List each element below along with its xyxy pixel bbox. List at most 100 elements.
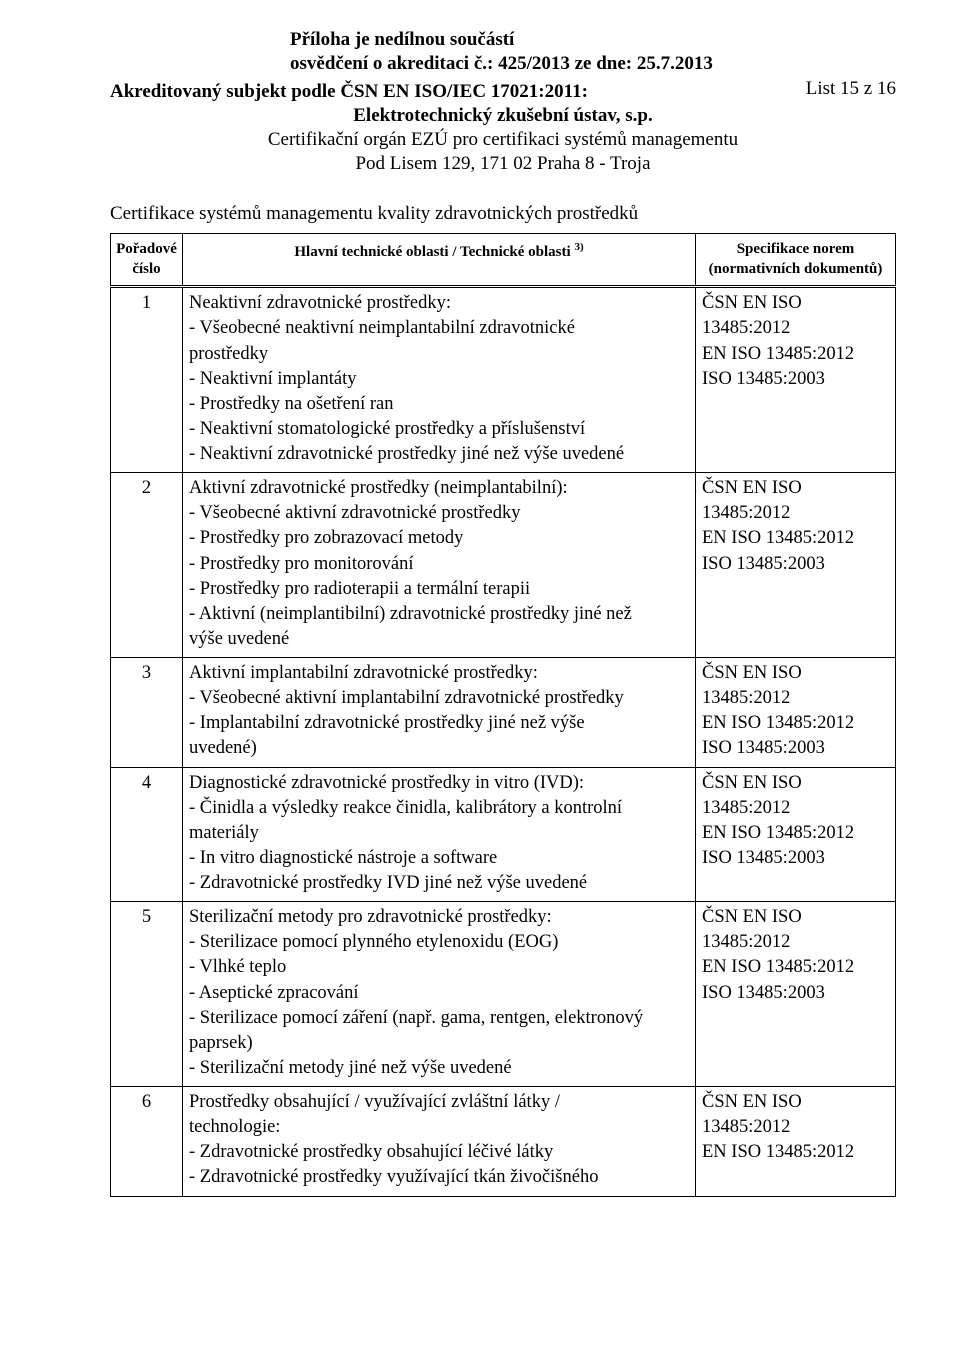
area-line: výše uvedené <box>189 628 689 651</box>
area-line: - Aktivní (neimplantibilní) zdravotnické… <box>189 603 689 626</box>
area-line: Aktivní zdravotnické prostředky (neimpla… <box>189 477 689 500</box>
spec-line: 13485:2012 <box>702 1116 889 1139</box>
cell-spec: ČSN EN ISO13485:2012 EN ISO 13485:2012ISO… <box>696 287 896 473</box>
spec-line: 13485:2012 <box>702 797 889 820</box>
area-line: - Činidla a výsledky reakce činidla, kal… <box>189 797 689 820</box>
subject-sub1: Certifikační orgán EZÚ pro certifikaci s… <box>110 129 896 151</box>
page: Příloha je nedílnou součástí osvědčení o… <box>0 0 960 1353</box>
area-line: technologie: <box>189 1116 689 1139</box>
spec-line: EN ISO 13485:2012 <box>702 1141 889 1164</box>
area-line: - Aseptické zpracování <box>189 982 689 1005</box>
area-line: - Zdravotnické prostředky obsahující léč… <box>189 1141 689 1164</box>
area-line: - Vlhké teplo <box>189 956 689 979</box>
area-line: - Prostředky pro radioterapii a termální… <box>189 578 689 601</box>
area-line: prostředky <box>189 343 689 366</box>
cell-number: 5 <box>111 902 183 1087</box>
cell-number: 3 <box>111 658 183 768</box>
spec-line: ISO 13485:2003 <box>702 847 889 870</box>
area-line: - Všeobecné neaktivní neimplantabilní zd… <box>189 317 689 340</box>
area-line: paprsek) <box>189 1032 689 1055</box>
area-line: - Prostředky pro zobrazovací metody <box>189 527 689 550</box>
spec-line: EN ISO 13485:2012 <box>702 956 889 979</box>
area-line: Prostředky obsahující / využívající zvlá… <box>189 1091 689 1114</box>
subject-name: Elektrotechnický zkušební ústav, s.p. <box>110 105 896 127</box>
header-block: Příloha je nedílnou součástí osvědčení o… <box>290 28 896 76</box>
area-line: Diagnostické zdravotnické prostředky in … <box>189 772 689 795</box>
spec-line: ČSN EN ISO <box>702 772 889 795</box>
subject-prefix: Akreditovaný subjekt podle ČSN EN ISO/IE… <box>110 80 896 104</box>
area-line: - Zdravotnické prostředky IVD jiné než v… <box>189 872 689 895</box>
area-line: materiály <box>189 822 689 845</box>
spec-line: ČSN EN ISO <box>702 292 889 315</box>
cell-number: 6 <box>111 1087 183 1197</box>
area-line: - Všeobecné aktivní zdravotnické prostře… <box>189 502 689 525</box>
area-line: - Implantabilní zdravotnické prostředky … <box>189 712 689 735</box>
area-line: - Neaktivní zdravotnické prostředky jiné… <box>189 443 689 466</box>
area-line: - Sterilizace pomocí záření (např. gama,… <box>189 1007 689 1030</box>
cell-spec: ČSN EN ISO13485:2012EN ISO 13485:2012 ISO… <box>696 473 896 658</box>
th-number: Pořadové číslo <box>111 234 183 287</box>
cell-number: 4 <box>111 767 183 902</box>
th-spec-line1: Specifikace norem <box>737 241 855 257</box>
spec-line: ČSN EN ISO <box>702 662 889 685</box>
cell-areas: Prostředky obsahující / využívající zvlá… <box>183 1087 696 1197</box>
area-line: - Sterilizace pomocí plynného etylenoxid… <box>189 931 689 954</box>
cell-spec: ČSN EN ISO13485:2012EN ISO 13485:2012 <box>696 1087 896 1197</box>
th-number-line1: Pořadové <box>116 241 177 257</box>
main-table: Pořadové číslo Hlavní technické oblasti … <box>110 233 896 1196</box>
spec-line: ISO 13485:2003 <box>702 982 889 1005</box>
th-areas-sup: 3) <box>574 241 583 253</box>
cell-areas: Sterilizační metody pro zdravotnické pro… <box>183 902 696 1087</box>
cell-spec: ČSN EN ISO13485:2012EN ISO 13485:2012 ISO… <box>696 902 896 1087</box>
spec-line: ISO 13485:2003 <box>702 737 889 760</box>
cell-areas: Neaktivní zdravotnické prostředky:- Všeo… <box>183 287 696 473</box>
header-line-1: Příloha je nedílnou součástí <box>290 28 896 52</box>
spec-line: 13485:2012 <box>702 317 889 340</box>
cell-spec: ČSN EN ISO13485:2012EN ISO 13485:2012ISO… <box>696 767 896 902</box>
spec-line: ISO 13485:2003 <box>702 553 889 576</box>
th-spec: Specifikace norem (normativních dokument… <box>696 234 896 287</box>
spec-line: 13485:2012 <box>702 687 889 710</box>
section-title: Certifikace systémů managementu kvality … <box>110 203 896 225</box>
spec-line: ISO 13485:2003 <box>702 368 889 391</box>
area-line: - Prostředky pro monitorování <box>189 553 689 576</box>
table-row: 4 Diagnostické zdravotnické prostředky in… <box>111 767 896 902</box>
cell-areas: Aktivní zdravotnické prostředky (neimpla… <box>183 473 696 658</box>
cell-number: 1 <box>111 287 183 473</box>
table-body: 1Neaktivní zdravotnické prostředky:- Vše… <box>111 287 896 1196</box>
spec-line: EN ISO 13485:2012 <box>702 527 889 550</box>
area-line: - Neaktivní stomatologické prostředky a … <box>189 418 689 441</box>
area-line: - Neaktivní implantáty <box>189 368 689 391</box>
table-row: 1Neaktivní zdravotnické prostředky:- Vše… <box>111 287 896 473</box>
spec-line: ČSN EN ISO <box>702 477 889 500</box>
list-page-indicator: List 15 z 16 <box>806 78 896 100</box>
spec-line: 13485:2012 <box>702 931 889 954</box>
spec-line: ČSN EN ISO <box>702 906 889 929</box>
table-header-row: Pořadové číslo Hlavní technické oblasti … <box>111 234 896 287</box>
spec-line: EN ISO 13485:2012 <box>702 822 889 845</box>
area-line: Neaktivní zdravotnické prostředky: <box>189 292 689 315</box>
spec-line: 13485:2012 <box>702 502 889 525</box>
table-row: 6 Prostředky obsahující / využívající zvl… <box>111 1087 896 1197</box>
area-line: uvedené) <box>189 737 689 760</box>
th-areas: Hlavní technické oblasti / Technické obl… <box>183 234 696 287</box>
area-line: Aktivní implantabilní zdravotnické prost… <box>189 662 689 685</box>
th-areas-text: Hlavní technické oblasti / Technické obl… <box>294 244 574 260</box>
area-line: - In vitro diagnostické nástroje a softw… <box>189 847 689 870</box>
subject-sub2: Pod Lisem 129, 171 02 Praha 8 - Troja <box>110 153 896 175</box>
table-row: 5 Sterilizační metody pro zdravotnické pr… <box>111 902 896 1087</box>
table-row: 3 Aktivní implantabilní zdravotnické pros… <box>111 658 896 768</box>
area-line: Sterilizační metody pro zdravotnické pro… <box>189 906 689 929</box>
th-number-line2: číslo <box>132 261 160 277</box>
cell-number: 2 <box>111 473 183 658</box>
area-line: - Sterilizační metody jiné než výše uved… <box>189 1057 689 1080</box>
cell-spec: ČSN EN ISO13485:2012EN ISO 13485:2012ISO… <box>696 658 896 768</box>
area-line: - Zdravotnické prostředky využívající tk… <box>189 1166 689 1189</box>
cell-areas: Aktivní implantabilní zdravotnické prost… <box>183 658 696 768</box>
th-spec-line2: (normativních dokumentů) <box>709 261 883 277</box>
spec-line: EN ISO 13485:2012 <box>702 343 889 366</box>
area-line: - Všeobecné aktivní implantabilní zdravo… <box>189 687 689 710</box>
header-line-2: osvědčení o akreditaci č.: 425/2013 ze d… <box>290 52 896 76</box>
cell-areas: Diagnostické zdravotnické prostředky in … <box>183 767 696 902</box>
spec-line: ČSN EN ISO <box>702 1091 889 1114</box>
